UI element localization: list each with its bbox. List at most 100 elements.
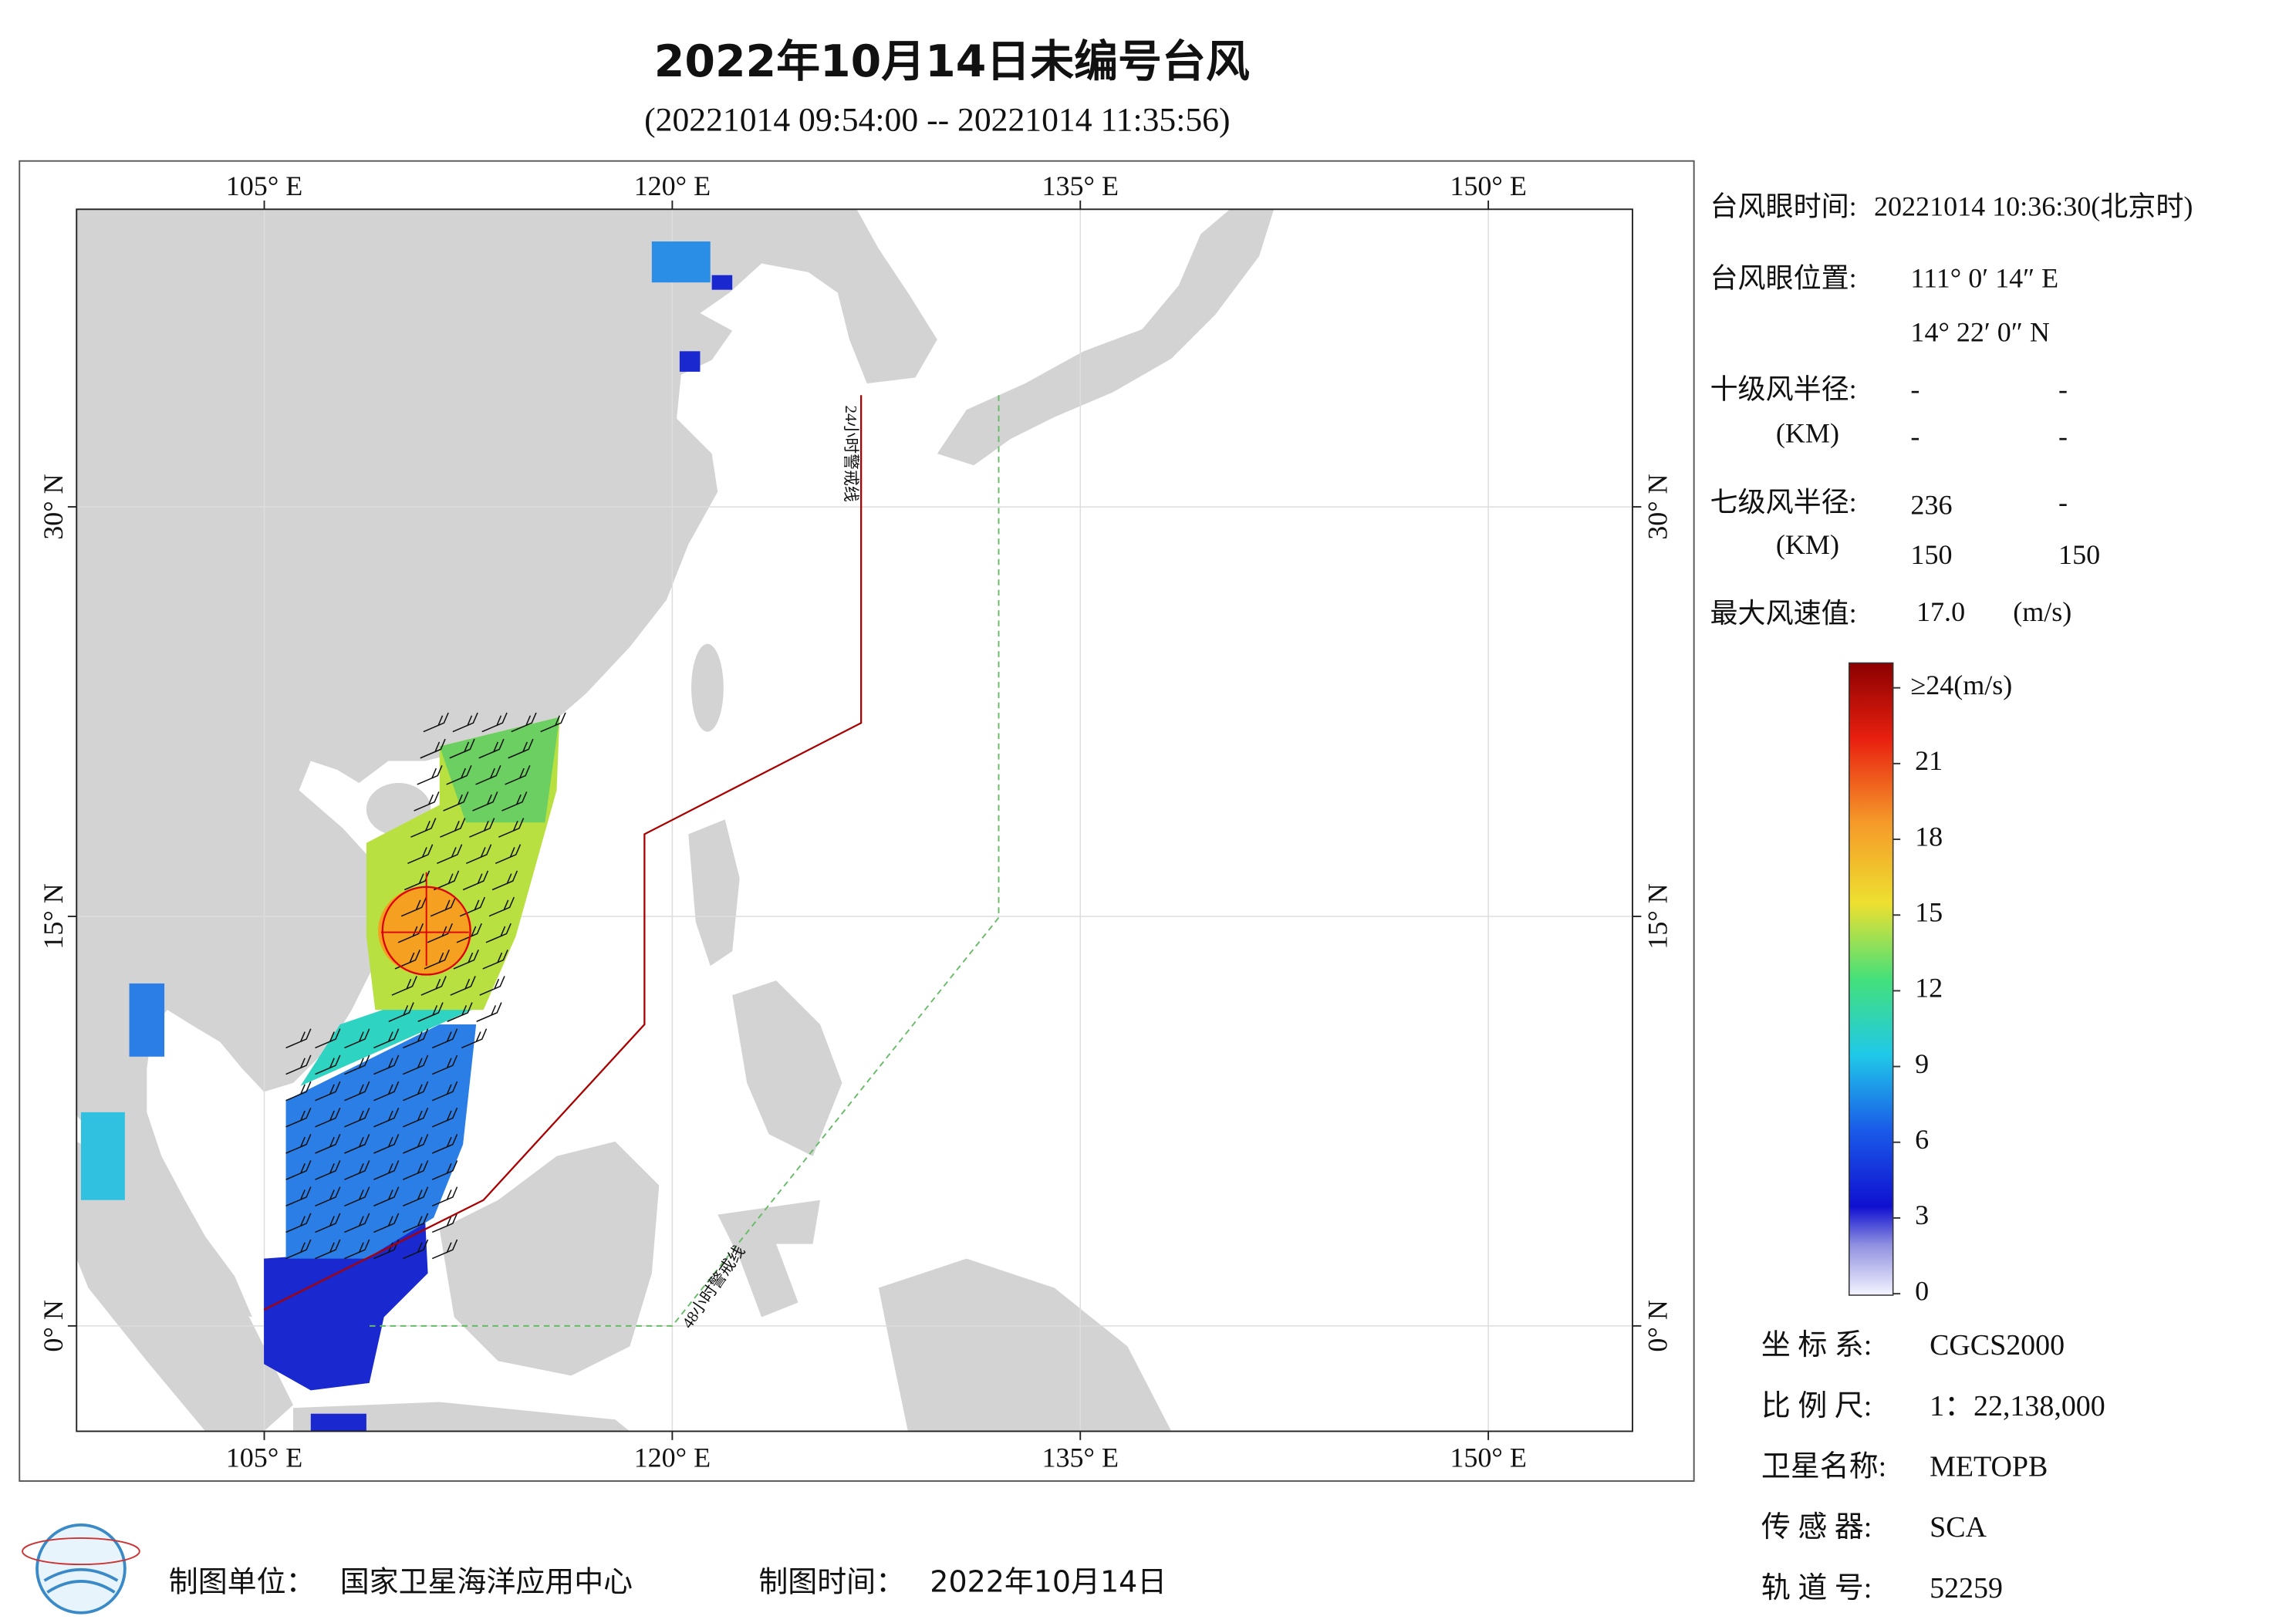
wind-barb <box>449 738 475 759</box>
subtitle: (20221014 09:54:00 -- 20221014 11:35:56) <box>644 101 1230 138</box>
meta-value: SCA <box>1930 1511 1987 1544</box>
wind-barb <box>491 870 518 891</box>
wind-barb <box>315 1081 341 1102</box>
value: 20221014 10:36:30(北京时) <box>1874 191 2193 222</box>
wind-barb <box>431 1028 458 1049</box>
wind-barb <box>407 844 434 865</box>
lat-tick-label: 0° N <box>38 1300 69 1351</box>
wind-barb <box>285 1107 312 1128</box>
wind-barb <box>285 1054 312 1075</box>
wind-barb <box>388 1002 414 1022</box>
wind-barb <box>540 712 566 733</box>
wind-barb <box>481 712 508 733</box>
map-content: 24小时警戒线 48小时警戒线 <box>76 209 1633 1432</box>
lon-tick-label: 105° E <box>226 1442 302 1473</box>
lon-tick-label: 105° E <box>226 170 302 201</box>
wind-barb <box>431 1054 458 1075</box>
wind-barb <box>431 1107 458 1128</box>
label: 十级风半径: <box>1710 374 1857 405</box>
wind-barb <box>472 791 498 812</box>
wind-barb <box>476 1002 502 1022</box>
wind-barb <box>344 1239 370 1260</box>
wind-barb <box>344 1081 370 1102</box>
wind-barb <box>495 844 522 865</box>
swath-cell <box>285 1024 477 1259</box>
wind-barb <box>373 1213 400 1233</box>
wind-barb <box>373 1134 400 1154</box>
swath-cell <box>651 241 711 283</box>
land <box>76 209 937 1318</box>
meta-value: CGCS2000 <box>1930 1329 2065 1361</box>
wind-barb <box>403 1186 429 1206</box>
wind-barb <box>403 1134 429 1154</box>
wind-barb <box>403 1054 429 1075</box>
footer-value: 2022年10月14日 <box>930 1564 1167 1598</box>
wind-barb <box>373 1107 400 1128</box>
wind-barb <box>373 1186 400 1206</box>
swath-cell <box>711 275 733 290</box>
label: 最大风速值: <box>1710 598 1857 629</box>
wind-barb <box>417 1002 444 1022</box>
wind-barb <box>431 1134 458 1154</box>
wind-barb <box>373 1028 400 1049</box>
wind-barb <box>478 738 505 759</box>
wind-barb <box>403 1028 429 1049</box>
land <box>937 209 1275 466</box>
lat-tick-label: 15° N <box>38 883 69 949</box>
colorbar-tick-label: 3 <box>1915 1200 1929 1230</box>
footer-label: 制图单位： <box>169 1564 316 1598</box>
value: 150 <box>1910 539 1952 570</box>
wind-barb <box>373 1081 400 1102</box>
wind-barb <box>482 949 508 970</box>
colorbar-tick-label: 21 <box>1915 745 1943 776</box>
wind-barb <box>430 896 457 917</box>
wind-barb <box>344 1213 370 1233</box>
value: - <box>1910 420 1920 451</box>
wind-barb <box>469 818 495 838</box>
wind-barb <box>431 1186 458 1206</box>
wind-barb <box>431 1160 458 1180</box>
wind-barb <box>431 1081 458 1102</box>
land <box>76 1141 294 1432</box>
wind-barb <box>461 1028 488 1049</box>
land <box>732 980 842 1156</box>
wind-barb <box>450 976 476 996</box>
wind-barb <box>420 976 447 996</box>
wind-barb <box>315 1054 341 1075</box>
value: 111° 0′ 14″ E <box>1910 263 2058 294</box>
meta-value: 1：22,138,000 <box>1930 1390 2105 1422</box>
wind-barb <box>511 712 537 733</box>
lon-tick-label: 150° E <box>1450 1442 1526 1473</box>
swath-cell <box>679 351 701 372</box>
colorbar-ticks: 0 3 6 9 12 15 18 21 ≥24(m/s) <box>1893 670 2012 1306</box>
wind-barb <box>344 1134 370 1154</box>
map-frame <box>19 160 1695 1482</box>
wind-barb <box>498 818 525 838</box>
land <box>439 1141 660 1376</box>
title: 2022年10月14日未编号台风 <box>654 36 1250 87</box>
wind-barb <box>501 791 528 812</box>
wind-barb <box>488 896 515 917</box>
label: 台风眼时间: <box>1710 191 1857 222</box>
value: - <box>2058 487 2068 518</box>
label: 七级风半径: <box>1710 487 1857 518</box>
land <box>688 819 740 967</box>
value: 150 <box>2058 539 2100 570</box>
wind-barb <box>344 1054 370 1075</box>
wind-barb <box>403 1213 429 1233</box>
wind-barb <box>403 1239 429 1260</box>
wind-barb <box>479 976 505 996</box>
lat-tick-label: 30° N <box>38 474 69 539</box>
axis-ticks: 105° E 105° E 120° E 120° E 135° E 135° E 150°… <box>38 170 1673 1473</box>
wind-barb <box>437 844 463 865</box>
colorbar <box>1849 662 1894 1296</box>
value: - <box>2058 374 2068 405</box>
wind-barb <box>344 1028 370 1049</box>
wind-barb <box>414 791 440 812</box>
meta-value: 52259 <box>1930 1572 2003 1604</box>
value: 17.0 <box>1916 596 1965 627</box>
colorbar-tick-label: 15 <box>1915 896 1943 927</box>
land <box>293 1402 630 1432</box>
wind-barb <box>443 791 469 812</box>
